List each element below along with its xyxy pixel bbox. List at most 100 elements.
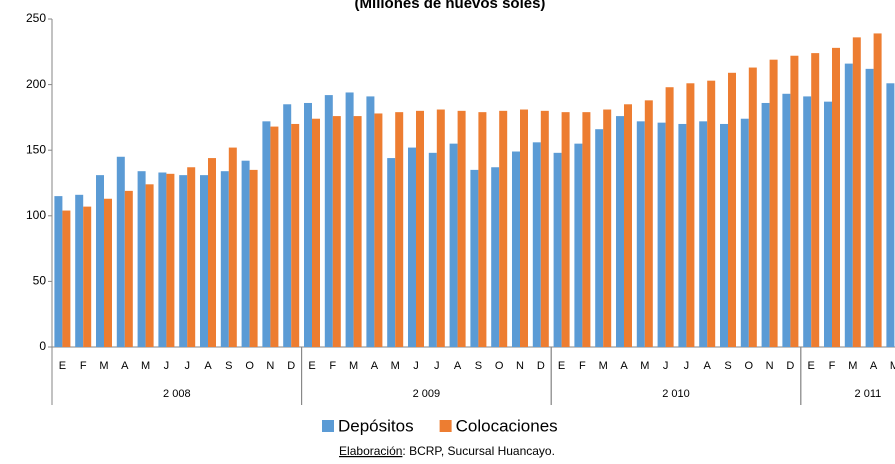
x-tick-label: D <box>537 360 545 372</box>
x-tick-label: A <box>870 360 878 372</box>
bar <box>512 151 520 347</box>
x-tick-label: S <box>724 360 731 372</box>
bar <box>366 96 375 348</box>
x-tick-label: S <box>225 360 232 372</box>
x-tick-label: F <box>829 360 836 372</box>
bar <box>699 121 708 347</box>
bar <box>312 118 320 347</box>
bar <box>470 169 479 347</box>
x-tick-label: O <box>745 360 754 372</box>
bar <box>208 158 216 347</box>
bar <box>803 96 812 348</box>
x-tick-label: M <box>141 360 150 372</box>
bar <box>158 172 167 347</box>
y-tick-label: 100 <box>26 208 46 222</box>
bar <box>553 152 562 347</box>
bar <box>332 116 341 347</box>
bar <box>520 109 528 347</box>
x-tick-label: N <box>766 360 774 372</box>
x-tick-label: M <box>890 360 895 372</box>
x-tick-label: E <box>308 360 315 372</box>
x-tick-label: J <box>413 360 419 372</box>
bar <box>686 83 695 348</box>
bar <box>416 110 424 347</box>
y-tick-label: 50 <box>33 274 47 288</box>
y-tick-label: 0 <box>39 339 46 353</box>
bar <box>748 67 757 347</box>
x-tick-label: N <box>266 360 274 372</box>
bar <box>428 152 437 347</box>
x-tick-label: E <box>558 360 565 372</box>
bar <box>491 167 500 347</box>
bar <box>728 72 736 348</box>
bar <box>395 112 404 347</box>
bar <box>478 112 487 347</box>
bar <box>678 123 687 348</box>
bar <box>75 194 84 347</box>
y-tick-label: 200 <box>26 77 46 91</box>
bar <box>707 80 716 347</box>
bar <box>137 171 146 347</box>
bar <box>574 143 583 347</box>
bar <box>54 196 63 347</box>
bar <box>811 53 820 347</box>
x-tick-label: F <box>579 360 586 372</box>
x-tick-label: F <box>80 360 87 372</box>
x-tick-label: M <box>640 360 649 372</box>
bar <box>561 112 570 347</box>
bar <box>873 33 882 347</box>
x-tick-label: A <box>204 360 212 372</box>
group-label: 2 010 <box>662 388 690 400</box>
legend-label: Colocaciones <box>456 416 558 435</box>
x-tick-label: A <box>620 360 628 372</box>
group-label: 2 009 <box>413 388 441 400</box>
bar <box>624 104 632 347</box>
x-tick-label: J <box>684 360 690 372</box>
bar <box>665 87 674 347</box>
legend-label: Depósitos <box>338 416 414 435</box>
bar <box>324 95 333 347</box>
bar <box>116 156 125 347</box>
bar <box>782 93 791 347</box>
bar <box>124 190 133 347</box>
x-tick-label: O <box>495 360 504 372</box>
bar <box>852 37 861 347</box>
bar <box>291 123 300 348</box>
x-tick-label: M <box>99 360 108 372</box>
bar <box>595 129 604 347</box>
x-tick-label: E <box>59 360 66 372</box>
legend-swatch <box>439 420 452 432</box>
bar <box>499 110 508 347</box>
bar <box>304 102 312 347</box>
bar <box>62 210 71 347</box>
bar <box>353 116 362 347</box>
chart-title: (Millones de nuevos soles) <box>355 0 546 12</box>
x-tick-label: M <box>848 360 857 372</box>
y-tick-label: 150 <box>26 142 46 156</box>
bar <box>145 184 154 347</box>
bar <box>636 121 645 347</box>
bar <box>262 121 271 347</box>
bar <box>436 109 445 347</box>
y-tick-label: 250 <box>26 11 46 25</box>
x-tick-label: F <box>329 360 336 372</box>
source-text: : BCRP, Sucursal Huancayo. <box>402 444 555 458</box>
x-tick-label: M <box>599 360 608 372</box>
x-tick-label: S <box>475 360 482 372</box>
x-tick-label: D <box>287 360 295 372</box>
source-note: Elaboración: BCRP, Sucursal Huancayo. <box>339 444 555 458</box>
bar <box>457 110 466 347</box>
bar <box>886 83 895 348</box>
bar <box>387 158 396 347</box>
x-tick-label: A <box>371 360 379 372</box>
x-tick-label: J <box>184 360 190 372</box>
x-tick-label: A <box>454 360 462 372</box>
bar <box>200 175 208 347</box>
bar <box>644 100 653 348</box>
x-tick-label: J <box>434 360 440 372</box>
bar <box>740 118 749 347</box>
bar <box>241 160 250 347</box>
bar <box>374 113 383 348</box>
legend-swatch <box>322 420 334 432</box>
